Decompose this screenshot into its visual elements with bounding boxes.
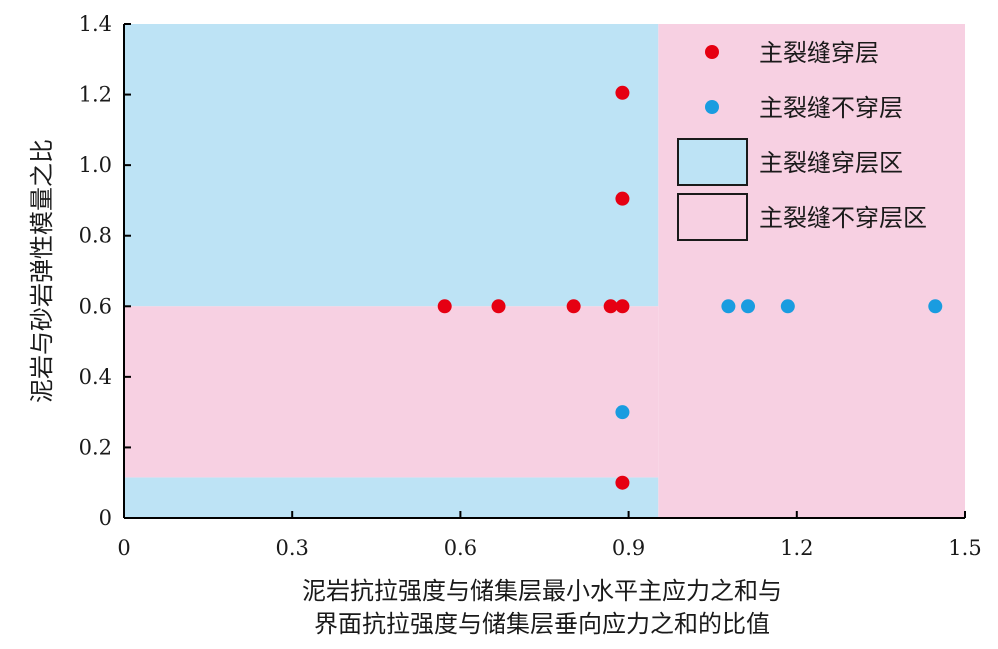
data-point-series-1 (566, 299, 581, 314)
data-points (437, 85, 943, 490)
data-point-series-1 (491, 299, 506, 314)
region-layer (124, 24, 965, 518)
region-3 (124, 306, 659, 478)
x-tick-label: 1.2 (780, 536, 813, 560)
data-point-series-2 (741, 299, 756, 314)
data-point-series-1 (603, 299, 618, 314)
y-tick-label: 0.2 (79, 435, 112, 459)
x-tick-label: 1.5 (948, 536, 981, 560)
y-tick-label: 0 (99, 506, 112, 530)
y-tick-label: 0.4 (79, 365, 112, 389)
x-axis-title-line-2: 界面抗拉强度与储集层垂向应力之和的比值 (314, 610, 770, 638)
data-point-series-2 (615, 405, 630, 420)
data-point-series-1 (615, 191, 630, 206)
y-tick-label: 1.2 (79, 83, 112, 107)
x-tick-label: 0.6 (444, 536, 477, 560)
legend-label-2: 主裂缝不穿层 (759, 94, 903, 122)
y-tick-label: 1.0 (79, 153, 112, 177)
legend-label-1: 主裂缝穿层 (759, 39, 879, 67)
x-tick-label: 0 (117, 536, 130, 560)
data-point-series-1 (615, 85, 630, 100)
legend-marker-1 (705, 45, 719, 59)
data-point-series-1 (615, 299, 630, 314)
x-tick-label: 0.9 (612, 536, 645, 560)
legend-label-3: 主裂缝穿层区 (759, 149, 903, 177)
y-axis-title: 泥岩与砂岩弹性模量之比 (28, 139, 56, 403)
region-1 (124, 24, 659, 307)
region-2 (124, 477, 659, 518)
legend-label-4: 主裂缝不穿层区 (759, 204, 927, 232)
axes: 0 0.2 0.4 0.6 0.8 1.0 1.2 1.4 0 0.3 0.6 0.9 1.2 1.5 (79, 12, 982, 560)
legend-swatch-4 (677, 193, 748, 241)
data-point-series-2 (721, 299, 736, 314)
y-tick-label: 1.4 (79, 12, 112, 36)
data-point-series-1 (437, 299, 452, 314)
data-point-series-2 (780, 299, 795, 314)
y-tick-label: 0.8 (79, 224, 112, 248)
y-tick-label: 0.6 (79, 294, 112, 318)
x-axis-title-line-1: 泥岩抗拉强度与储集层最小水平主应力之和与 (302, 577, 782, 605)
legend-marker-2 (705, 100, 719, 114)
x-tick-label: 0.3 (275, 536, 308, 560)
data-point-series-1 (615, 475, 630, 490)
data-point-series-2 (928, 299, 943, 314)
legend-swatch-3 (677, 138, 748, 186)
